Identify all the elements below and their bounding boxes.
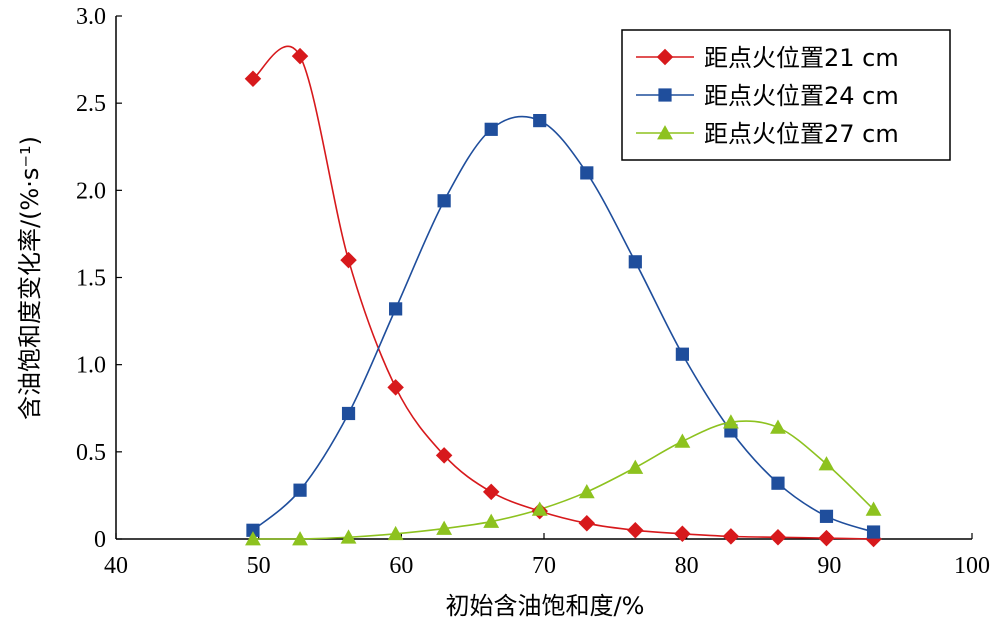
legend-marker	[656, 48, 674, 66]
data-point	[769, 529, 787, 546]
data-point	[436, 520, 453, 535]
x-tick-label: 40	[104, 553, 128, 579]
data-point	[578, 515, 596, 532]
data-point	[819, 509, 834, 523]
data-point	[437, 194, 451, 208]
data-point	[627, 459, 644, 474]
data-point	[771, 476, 785, 490]
data-point	[340, 529, 357, 544]
x-tick-label: 70	[532, 553, 556, 579]
x-axis-label: 初始含油饱和度/%	[446, 592, 645, 620]
data-point	[865, 501, 882, 516]
x-tick-label: 60	[389, 553, 413, 579]
data-point	[483, 513, 500, 528]
data-point	[387, 525, 404, 541]
legend-label: 距点火位置21 cm	[704, 44, 899, 72]
data-point	[482, 483, 500, 501]
data-point	[245, 531, 261, 546]
legend-label: 距点火位置24 cm	[704, 82, 899, 110]
data-point	[387, 379, 404, 396]
data-point	[628, 255, 642, 269]
data-point	[341, 406, 356, 421]
data-point	[627, 522, 644, 539]
data-point	[246, 523, 260, 537]
data-point	[818, 456, 835, 471]
y-tick-label: 2.5	[76, 91, 106, 117]
data-point	[291, 47, 309, 65]
y-tick-label: 0.5	[76, 440, 106, 466]
data-point	[435, 447, 453, 464]
x-tick-label: 100	[954, 553, 990, 579]
legend-label: 距点火位置27 cm	[704, 120, 899, 148]
data-point	[293, 483, 307, 497]
data-point	[389, 302, 403, 316]
legend-marker	[658, 88, 672, 102]
y-axis-label: 含油饱和度变化率/(%·s⁻¹)	[16, 136, 44, 420]
data-point	[674, 433, 691, 448]
legend: 距点火位置21 cm 距点火位置24 cm 距点火位置27 cm	[621, 29, 951, 161]
data-point	[580, 166, 594, 180]
data-point	[244, 70, 262, 88]
data-point	[484, 122, 498, 136]
y-tick-label: 2.0	[76, 178, 106, 204]
data-point	[722, 414, 739, 429]
y-tick-label: 1.5	[76, 266, 106, 292]
data-point	[770, 419, 786, 434]
data-point	[722, 528, 740, 545]
data-point	[674, 525, 691, 543]
x-tick-label: 90	[817, 553, 841, 579]
data-point	[340, 251, 357, 269]
x-tick-label: 50	[247, 553, 271, 579]
series-markers	[244, 47, 882, 548]
x-tick-label: 80	[675, 553, 699, 579]
data-point	[818, 529, 835, 547]
data-point	[531, 501, 548, 516]
y-tick-label: 1.0	[76, 353, 106, 379]
series-line-1	[252, 45, 874, 540]
series-line-2	[252, 115, 874, 533]
data-point	[578, 484, 595, 499]
data-point	[866, 525, 881, 539]
legend-marker	[657, 125, 673, 140]
data-point	[292, 531, 308, 546]
data-point	[675, 347, 689, 361]
data-point	[533, 114, 547, 128]
y-tick-label: 0	[94, 527, 106, 553]
y-tick-label: 3.0	[76, 4, 106, 30]
tick-labels: 40 50 60 70 80 90 100 0 0.5 1.0 1.5 2.0 2.5 3.0	[76, 4, 990, 579]
